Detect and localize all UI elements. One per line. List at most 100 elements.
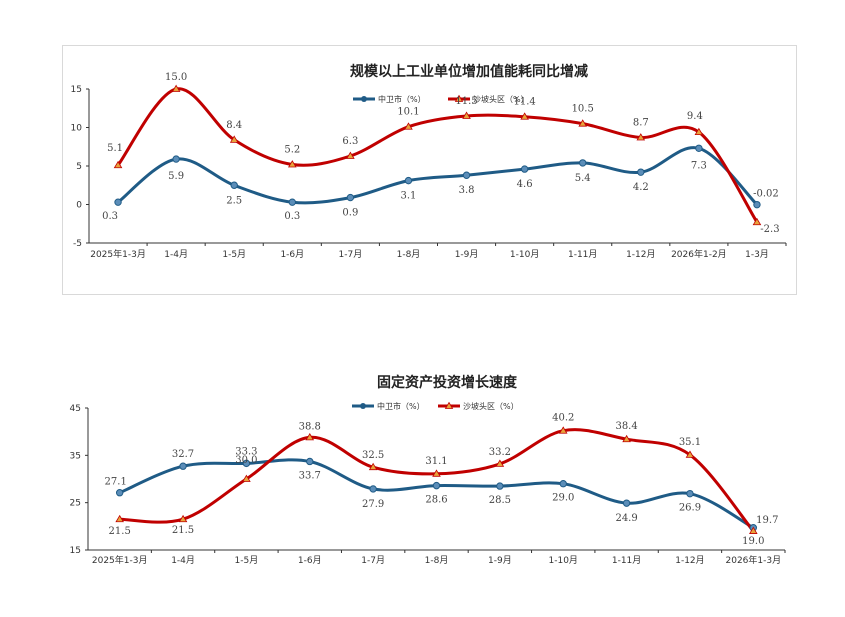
data-label: 33.2 bbox=[489, 447, 511, 458]
x-tick-label: 1-10月 bbox=[549, 555, 578, 566]
data-point bbox=[462, 111, 471, 119]
data-label: 28.5 bbox=[489, 495, 511, 506]
y-tick-label: 10 bbox=[71, 124, 83, 134]
data-point bbox=[178, 514, 188, 523]
x-tick-label: 1-8月 bbox=[397, 249, 421, 260]
data-point bbox=[346, 151, 355, 159]
x-tick-label: 1-12月 bbox=[626, 249, 655, 260]
x-tick-label: 2026年1-3月 bbox=[726, 554, 782, 566]
x-tick-label: 1-11月 bbox=[612, 555, 641, 566]
x-tick-label: 1-9月 bbox=[455, 249, 479, 260]
data-point bbox=[495, 459, 505, 467]
data-point bbox=[229, 135, 239, 143]
x-tick-label: 1-9月 bbox=[488, 555, 512, 566]
data-label: 31.1 bbox=[425, 456, 447, 467]
data-point bbox=[288, 198, 296, 206]
data-point bbox=[230, 181, 238, 189]
data-label: 21.5 bbox=[109, 526, 131, 537]
data-point bbox=[242, 459, 251, 468]
data-point bbox=[113, 160, 123, 169]
data-point bbox=[695, 144, 703, 152]
data-label: 19.0 bbox=[742, 536, 764, 547]
legend-label-shapotou: 沙坡头区（%） bbox=[473, 94, 529, 104]
data-point bbox=[637, 168, 645, 176]
data-point bbox=[115, 514, 124, 523]
data-point bbox=[287, 160, 297, 168]
data-label: -2.3 bbox=[760, 224, 779, 235]
data-label: 27.1 bbox=[105, 477, 127, 488]
data-label: 24.9 bbox=[615, 513, 637, 524]
data-point bbox=[622, 499, 631, 507]
data-point bbox=[686, 489, 694, 498]
data-point bbox=[179, 462, 187, 470]
data-point bbox=[369, 485, 377, 493]
x-tick-label: 2025年1-3月 bbox=[90, 248, 146, 260]
data-point bbox=[404, 122, 413, 130]
data-label: 11.4 bbox=[513, 97, 535, 108]
data-point bbox=[559, 480, 567, 488]
x-tick-label: 1-3月 bbox=[745, 249, 769, 260]
data-label: 0.3 bbox=[102, 211, 118, 222]
data-label: 35.1 bbox=[679, 437, 701, 448]
energy-consumption-chart-panel: 规模以上工业单位增加值能耗同比增减 中卫市（%） 沙坡头区（%） 15 10 5 0 -… bbox=[62, 45, 797, 295]
data-point bbox=[622, 434, 631, 443]
legend-label-shapotou: 沙坡头区（%） bbox=[463, 401, 519, 411]
legend-label-zhongwei: 中卫市（%） bbox=[377, 401, 425, 411]
data-label: 8.4 bbox=[226, 120, 242, 131]
x-tick-label: 1-10月 bbox=[510, 249, 539, 260]
data-label: 10.1 bbox=[397, 107, 419, 118]
x-tick-label: 1-6月 bbox=[298, 555, 322, 566]
series-line bbox=[116, 87, 759, 224]
data-point bbox=[685, 450, 695, 458]
legend-label-zhongwei: 中卫市（%） bbox=[378, 94, 426, 104]
y-tick-label: 45 bbox=[70, 404, 81, 414]
data-label: 3.1 bbox=[401, 191, 417, 202]
data-point bbox=[462, 171, 471, 179]
data-label: 33.7 bbox=[299, 470, 321, 481]
data-point bbox=[368, 462, 378, 471]
data-label: 0.3 bbox=[284, 211, 300, 222]
data-point bbox=[172, 155, 180, 163]
y-tick-label: 15 bbox=[71, 85, 82, 95]
data-point bbox=[432, 481, 441, 490]
data-point bbox=[749, 526, 758, 534]
fixed-asset-investment-chart: 固定资产投资增长速度 中卫市（%） 沙坡头区（%） 45 35 25 15 2025年1… bbox=[70, 374, 786, 566]
data-point bbox=[432, 469, 441, 477]
data-point bbox=[242, 474, 251, 482]
data-label: 15.0 bbox=[165, 72, 187, 83]
data-label: 38.8 bbox=[299, 421, 321, 432]
data-label: 32.7 bbox=[172, 449, 194, 460]
data-label: 5.2 bbox=[284, 144, 300, 155]
data-point bbox=[579, 159, 587, 167]
data-label: 11.5 bbox=[455, 96, 477, 107]
chart-title: 固定资产投资增长速度 bbox=[377, 374, 518, 391]
data-label: 27.9 bbox=[362, 499, 384, 510]
x-tick-label: 1-5月 bbox=[235, 555, 259, 566]
data-label: 28.6 bbox=[425, 495, 447, 506]
data-label: 10.5 bbox=[572, 104, 594, 115]
x-tick-label: 1-7月 bbox=[339, 249, 363, 260]
data-point bbox=[171, 84, 181, 92]
legend-marker-shapotou bbox=[454, 94, 464, 102]
energy-consumption-chart: 规模以上工业单位增加值能耗同比增减 中卫市（%） 沙坡头区（%） 15 10 5 0 -… bbox=[71, 63, 787, 260]
data-point bbox=[578, 119, 588, 127]
data-point bbox=[558, 426, 568, 434]
data-point bbox=[115, 489, 124, 497]
x-tick-label: 1-12月 bbox=[675, 555, 704, 566]
data-label: 7.3 bbox=[691, 160, 707, 171]
data-point bbox=[636, 133, 646, 141]
data-label: 26.9 bbox=[679, 503, 701, 514]
data-point bbox=[306, 457, 314, 466]
data-point bbox=[520, 112, 529, 120]
x-tick-label: 1-5月 bbox=[222, 249, 246, 260]
legend-marker-zhongwei bbox=[361, 96, 367, 102]
chart-legend: 中卫市（%） 沙坡头区（%） bbox=[353, 94, 529, 104]
y-tick-label: 0 bbox=[76, 201, 82, 211]
data-label: 33.3 bbox=[235, 446, 257, 457]
data-label: 40.2 bbox=[552, 413, 574, 424]
data-point bbox=[694, 127, 704, 136]
x-tick-label: 2025年1-3月 bbox=[92, 554, 148, 566]
y-tick-label: 35 bbox=[70, 451, 81, 461]
data-label: 30.0 bbox=[235, 455, 257, 466]
x-tick-label: 1-11月 bbox=[568, 249, 597, 260]
